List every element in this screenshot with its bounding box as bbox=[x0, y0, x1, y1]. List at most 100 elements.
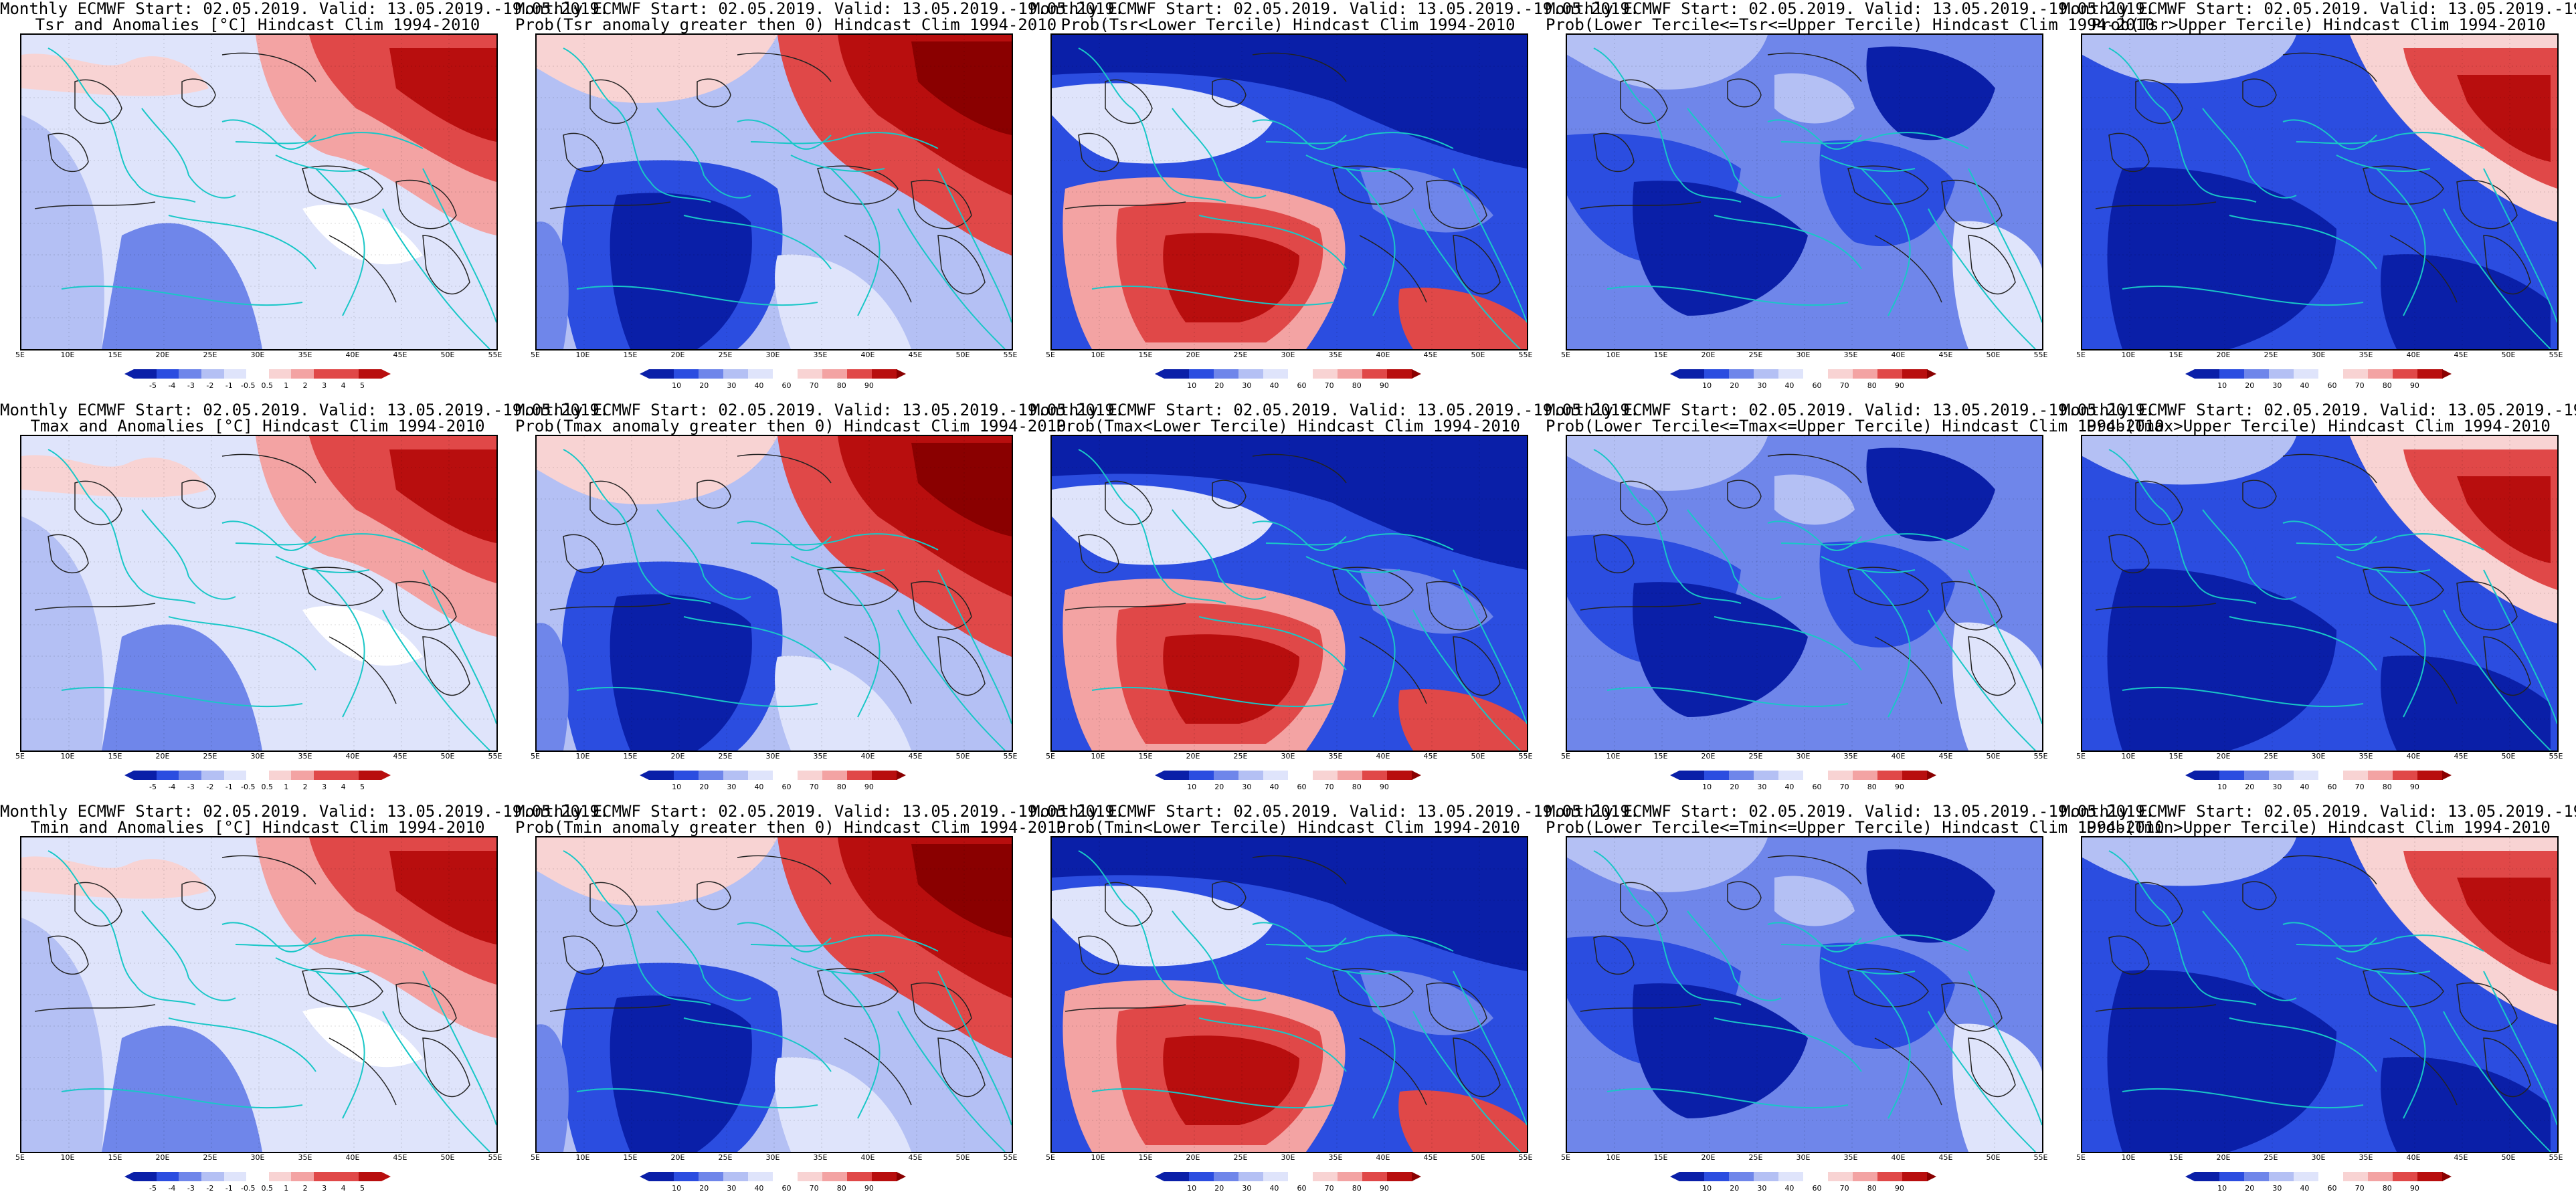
coastline bbox=[48, 449, 196, 604]
colorbar-left-arrow bbox=[640, 771, 649, 780]
coastline bbox=[750, 934, 939, 952]
field-region bbox=[2107, 970, 2336, 1152]
panel-title-line2: Prob(Tmin>Upper Tercile) Hindcast Clim 1… bbox=[2086, 818, 2551, 837]
isotherm-contour bbox=[2389, 636, 2458, 704]
colorbar-tick-label: 5 bbox=[360, 1184, 365, 1193]
panel-title-line1: Monthly ECMWF Start: 02.05.2019. Valid: … bbox=[515, 401, 1125, 419]
colorbar-segment bbox=[201, 369, 225, 379]
lon-tick-label: 25E bbox=[1748, 350, 1763, 359]
colorbar-tick-label: 20 bbox=[1214, 381, 1224, 390]
map-area: 54N51N48N45N42N39N36N33N30N27N bbox=[1566, 836, 2043, 1153]
colorbar-tick-label: 60 bbox=[1812, 381, 1822, 390]
colorbar-left-arrow bbox=[1670, 1172, 1679, 1181]
colorbar-tick-label: 40 bbox=[1269, 381, 1279, 390]
coastline bbox=[141, 509, 236, 600]
colorbar-segment bbox=[2195, 771, 2220, 780]
map-area: 54N51N48N45N42N39N36N33N30N27N bbox=[1050, 836, 1528, 1153]
lon-tick-label: 35E bbox=[1843, 752, 1858, 761]
colorbar-segment bbox=[2294, 771, 2319, 780]
lon-tick-label: 40E bbox=[1376, 752, 1390, 761]
lon-tick-label: 10E bbox=[60, 752, 75, 761]
panel-title-line1: Monthly ECMWF Start: 02.05.2019. Valid: … bbox=[0, 0, 610, 18]
lon-tick-label: 10E bbox=[2121, 1153, 2136, 1162]
coastline bbox=[683, 215, 832, 270]
lon-tick-label: 55E bbox=[2549, 1153, 2563, 1162]
panel-title-line2: Prob(Tmax>Upper Tercile) Hindcast Clim 1… bbox=[2086, 417, 2551, 435]
lon-tick-label: 15E bbox=[1653, 350, 1668, 359]
lon-tick-label: 45E bbox=[908, 1153, 923, 1162]
coastline bbox=[2202, 509, 2297, 600]
coastline bbox=[1091, 285, 1333, 306]
coastline bbox=[48, 47, 196, 203]
colorbar-segment bbox=[336, 1172, 359, 1181]
colorbar-segment bbox=[291, 369, 314, 379]
coastline bbox=[1687, 509, 1782, 600]
coastline bbox=[168, 616, 316, 671]
colorbar-tick-label: 90 bbox=[1379, 381, 1389, 390]
panel-title-line1: Monthly ECMWF Start: 02.05.2019. Valid: … bbox=[0, 802, 610, 821]
colorbar-tick-label: 60 bbox=[2327, 381, 2337, 390]
isotherm-contour bbox=[911, 179, 972, 229]
colorbar-probability bbox=[1670, 369, 1936, 379]
colorbar-tick-label: 20 bbox=[1214, 1184, 1224, 1193]
colorbar-tick-label: 10 bbox=[1702, 783, 1712, 791]
lon-tick-label: 45E bbox=[1938, 752, 1953, 761]
isotherm-contour bbox=[1874, 1037, 1942, 1106]
colorbar-left-arrow bbox=[640, 369, 649, 379]
field-region bbox=[775, 1057, 911, 1152]
isotherm-contour bbox=[1727, 881, 1762, 910]
colorbar-tick-label: 20 bbox=[1730, 1184, 1740, 1193]
field-region bbox=[537, 623, 569, 750]
colorbar-segment bbox=[872, 771, 897, 780]
colorbar-segment bbox=[2244, 1172, 2270, 1181]
lon-tick-label: 40E bbox=[2406, 752, 2421, 761]
lon-tick-label: 50E bbox=[440, 350, 455, 359]
colorbar-tick-label: 30 bbox=[1242, 381, 1252, 390]
map-panel-tmin-prob-middle: Monthly ECMWF Start: 02.05.2019. Valid: … bbox=[1546, 803, 2165, 1204]
colorbar-probability bbox=[2185, 1172, 2452, 1181]
colorbar-tick-label: 10 bbox=[1702, 381, 1712, 390]
isotherm-contour bbox=[181, 881, 216, 910]
field-region bbox=[1052, 35, 1527, 169]
colorbar-tick-label: 30 bbox=[2272, 783, 2282, 791]
panel-title-line1: Monthly ECMWF Start: 02.05.2019. Valid: … bbox=[2061, 802, 2576, 821]
isotherm-contour bbox=[181, 480, 216, 509]
colorbar-segment bbox=[1189, 1172, 1214, 1181]
isotherm-contour bbox=[1593, 534, 1635, 574]
colorbar-tick-label: 20 bbox=[2245, 1184, 2255, 1193]
lon-tick-label: 50E bbox=[1986, 350, 2001, 359]
lon-tick-label: 35E bbox=[298, 1153, 312, 1162]
colorbar-segment bbox=[2269, 771, 2294, 780]
coastline bbox=[2122, 285, 2364, 306]
colorbar-tick-label: 60 bbox=[781, 783, 792, 791]
isotherm-contour bbox=[937, 235, 986, 295]
coastline bbox=[1346, 971, 1396, 1119]
isotherm-contour bbox=[1453, 636, 1501, 696]
isotherm-contour bbox=[697, 78, 731, 108]
lon-tick-label: 15E bbox=[108, 752, 122, 761]
isotherm-contour bbox=[817, 567, 899, 606]
colorbar-segment bbox=[1729, 771, 1754, 780]
colorbar-segment bbox=[2417, 771, 2443, 780]
colorbar-tick-label: 60 bbox=[1297, 1184, 1307, 1193]
lon-tick-label: 20E bbox=[1701, 350, 1716, 359]
colorbar-tick-label: 80 bbox=[1867, 1184, 1877, 1193]
colorbar-segment bbox=[223, 369, 247, 379]
lon-tick-label: 15E bbox=[623, 752, 638, 761]
colorbar-tick-label: 4 bbox=[341, 783, 346, 791]
lon-tick-label: 10E bbox=[1091, 1153, 1105, 1162]
colorbar-segment bbox=[2294, 1172, 2319, 1181]
lon-tick-label: 10E bbox=[1091, 752, 1105, 761]
field-region bbox=[911, 443, 1012, 536]
lon-tick-label: 10E bbox=[2121, 752, 2136, 761]
isotherm-contour bbox=[2363, 567, 2444, 606]
lon-tick-label: 20E bbox=[1701, 752, 1716, 761]
colorbar-segment bbox=[291, 771, 314, 780]
coastline bbox=[1821, 155, 1916, 172]
colorbar-segment bbox=[1338, 771, 1363, 780]
colorbar-right-arrow bbox=[1927, 1172, 1936, 1181]
colorbar-segment bbox=[1828, 369, 1853, 379]
colorbar-segment bbox=[2393, 1172, 2418, 1181]
coastline bbox=[656, 509, 751, 600]
